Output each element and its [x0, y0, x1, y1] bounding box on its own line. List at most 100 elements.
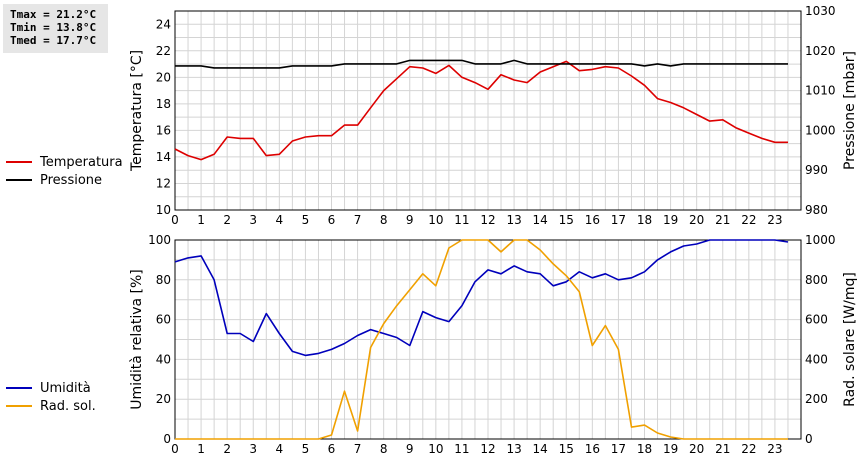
x-tick-label: 22	[741, 213, 756, 227]
x-tick-label: 7	[354, 213, 362, 227]
x-tick-label: 16	[585, 442, 600, 456]
legend-swatch-umidita	[6, 387, 32, 389]
x-tick-label: 10	[428, 442, 443, 456]
y-axis-title-left: Temperatura [°C]	[129, 50, 145, 172]
x-tick-label: 15	[559, 213, 574, 227]
x-tick-label: 2	[223, 442, 231, 456]
x-tick-label: 9	[406, 213, 414, 227]
tmax-text: Tmax = 21.2°C	[10, 8, 97, 21]
x-tick-label: 17	[611, 213, 626, 227]
x-tick-label: 7	[354, 442, 362, 456]
x-tick-label: 19	[663, 213, 678, 227]
y-tick-label-left: 24	[156, 17, 171, 31]
x-tick-label: 1	[197, 442, 205, 456]
x-tick-label: 0	[171, 213, 179, 227]
legend-swatch-temperatura	[6, 161, 32, 163]
series-line-pressione	[175, 59, 788, 69]
legend-label-umidita: Umidità	[40, 380, 91, 396]
y-tick-label-left: 20	[156, 70, 171, 84]
legend-top: Temperatura Pressione	[6, 153, 123, 189]
x-tick-label: 14	[533, 442, 548, 456]
y-tick-label-left: 20	[156, 392, 171, 406]
x-tick-label: 2	[223, 213, 231, 227]
y-tick-label-left: 10	[156, 203, 171, 217]
x-tick-label: 9	[406, 442, 414, 456]
y-tick-label-right: 0	[805, 432, 813, 446]
x-tick-label: 3	[249, 442, 257, 456]
x-tick-label: 22	[741, 442, 756, 456]
x-tick-label: 6	[328, 213, 336, 227]
series-line-umidit	[174, 239, 789, 357]
x-tick-label: 8	[380, 442, 388, 456]
legend-item-umidita: Umidità	[6, 379, 96, 397]
legend-swatch-radsol	[6, 405, 32, 407]
x-tick-label: 5	[302, 213, 310, 227]
legend-item-temperatura: Temperatura	[6, 153, 123, 171]
legend-bottom: Umidità Rad. sol.	[6, 379, 96, 415]
x-tick-label: 4	[276, 442, 284, 456]
x-tick-label: 21	[715, 213, 730, 227]
x-tick-label: 14	[533, 213, 548, 227]
x-tick-label: 16	[585, 213, 600, 227]
x-tick-label: 12	[480, 442, 495, 456]
x-tick-label: 1	[197, 213, 205, 227]
y-tick-label-left: 18	[156, 97, 171, 111]
x-tick-label: 5	[302, 442, 310, 456]
y-tick-label-right: 1030	[805, 4, 836, 18]
x-tick-label: 20	[689, 442, 704, 456]
legend-item-pressione: Pressione	[6, 171, 123, 189]
y-tick-label-left: 22	[156, 44, 171, 58]
legend-label-temperatura: Temperatura	[40, 154, 123, 170]
x-tick-label: 4	[276, 213, 284, 227]
y-tick-label-right: 990	[805, 163, 828, 177]
x-tick-label: 12	[480, 213, 495, 227]
legend-swatch-pressione	[6, 179, 32, 181]
y-tick-label-right: 800	[805, 273, 828, 287]
y-tick-label-left: 14	[156, 150, 171, 164]
y-tick-label-right: 1020	[805, 44, 836, 58]
x-tick-label: 6	[328, 442, 336, 456]
x-tick-label: 15	[559, 442, 574, 456]
x-tick-label: 17	[611, 442, 626, 456]
y-tick-label-left: 60	[156, 313, 171, 327]
x-tick-label: 20	[689, 213, 704, 227]
legend-label-radsol: Rad. sol.	[40, 398, 96, 414]
plot-frame	[174, 10, 802, 211]
series-line-temperatura	[174, 60, 788, 161]
x-tick-label: 10	[428, 213, 443, 227]
y-tick-label-left: 0	[163, 432, 171, 446]
y-tick-label-right: 1010	[805, 84, 836, 98]
x-tick-label: 3	[249, 213, 257, 227]
y-tick-label-right: 1000	[805, 123, 836, 137]
x-tick-label: 23	[767, 442, 782, 456]
x-tick-label: 19	[663, 442, 678, 456]
y-tick-label-left: 12	[156, 176, 171, 190]
x-tick-label: 11	[454, 442, 469, 456]
x-tick-label: 13	[506, 213, 521, 227]
stats-box: Tmax = 21.2°C Tmin = 13.8°C Tmed = 17.7°…	[3, 4, 108, 53]
y-axis-title-right: Rad. solare [W/mq]	[842, 272, 858, 407]
y-tick-label-left: 100	[148, 233, 171, 247]
x-tick-label: 8	[380, 213, 388, 227]
tmed-text: Tmed = 17.7°C	[10, 34, 97, 47]
x-tick-label: 11	[454, 213, 469, 227]
legend-label-pressione: Pressione	[40, 172, 103, 188]
y-tick-label-right: 600	[805, 313, 828, 327]
y-tick-label-left: 16	[156, 123, 171, 137]
y-tick-label-left: 80	[156, 273, 171, 287]
x-tick-label: 23	[767, 213, 782, 227]
y-axis-title-left: Umidità relativa [%]	[129, 269, 145, 410]
y-tick-label-right: 400	[805, 352, 828, 366]
y-tick-label-right: 980	[805, 203, 828, 217]
x-tick-label: 18	[637, 213, 652, 227]
y-axis-title-right: Pressione [mbar]	[842, 51, 858, 170]
y-tick-label-left: 40	[156, 352, 171, 366]
x-tick-label: 21	[715, 442, 730, 456]
series-line-rad-sol	[175, 239, 788, 440]
tmin-text: Tmin = 13.8°C	[10, 21, 97, 34]
legend-item-radsol: Rad. sol.	[6, 397, 96, 415]
x-tick-label: 13	[506, 442, 521, 456]
y-tick-label-right: 1000	[805, 233, 836, 247]
x-tick-label: 0	[171, 442, 179, 456]
